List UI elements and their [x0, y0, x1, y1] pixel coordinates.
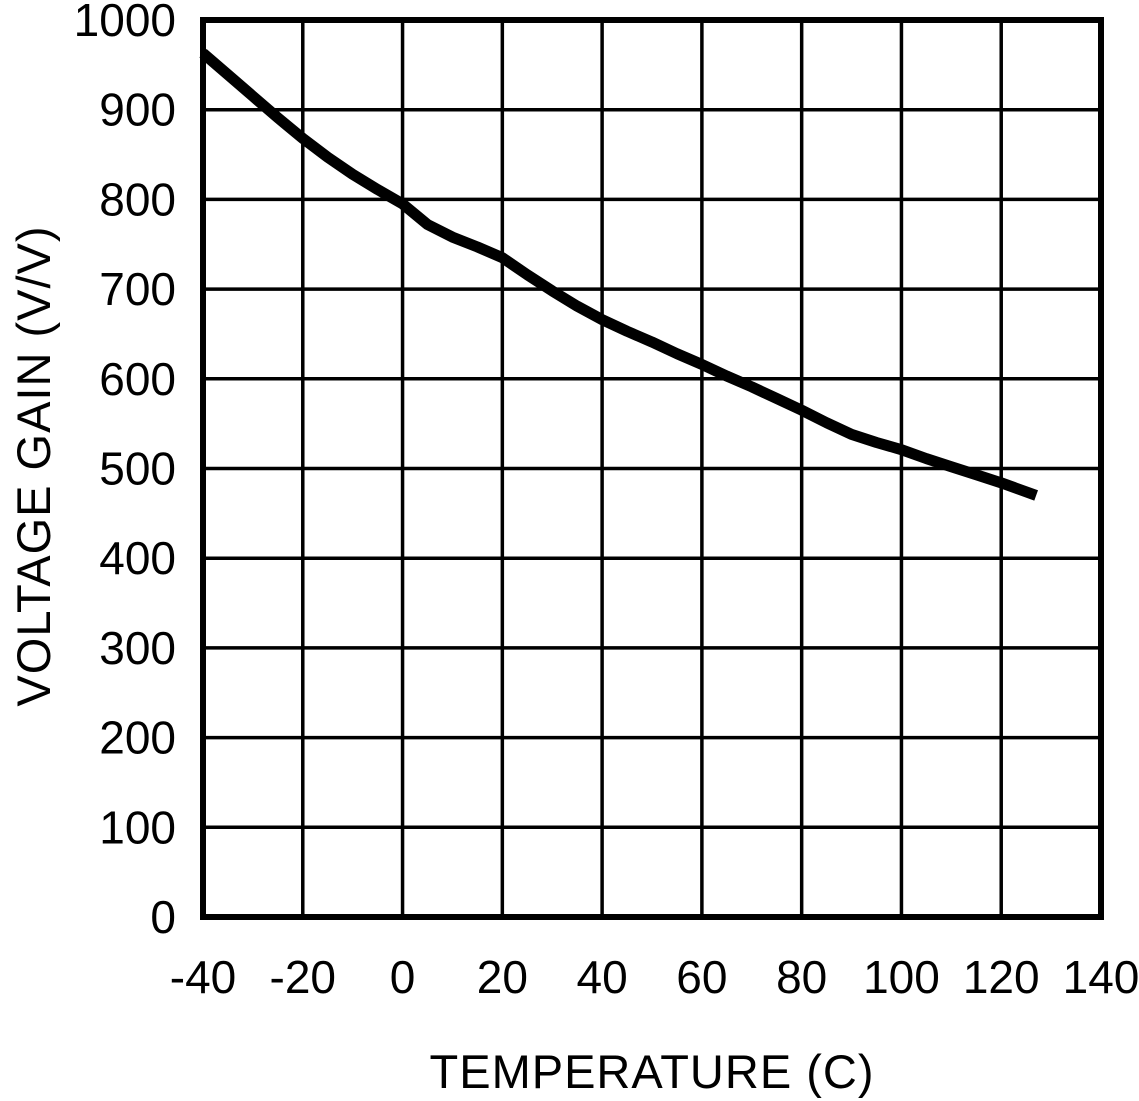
y-tick-label: 600 — [99, 353, 176, 405]
x-axis-title: TEMPERATURE (C) — [430, 1045, 875, 1098]
y-tick-label: 0 — [150, 891, 176, 943]
plot-border — [200, 17, 1104, 920]
y-tick-label: 1000 — [74, 0, 176, 46]
plot-border-rect — [200, 17, 1104, 920]
y-tick-label: 500 — [99, 443, 176, 495]
x-tick-label: 40 — [577, 951, 628, 1003]
x-tick-label: 80 — [776, 951, 827, 1003]
y-tick-label: 100 — [99, 801, 176, 853]
x-tick-label: -40 — [170, 951, 236, 1003]
tick-labels-layer: -40 -20 0 20 40 60 80 100 120 140 0 100 200 300 400 500… — [74, 0, 1139, 1003]
y-axis-title: VOLTAGE GAIN (V/V) — [7, 225, 60, 706]
x-tick-label: 20 — [477, 951, 528, 1003]
x-tick-label: 0 — [390, 951, 416, 1003]
x-tick-label: -20 — [270, 951, 336, 1003]
y-tick-label: 700 — [99, 263, 176, 315]
y-tick-label: 800 — [99, 173, 176, 225]
data-line — [199, 49, 1039, 501]
y-tick-label: 900 — [99, 84, 176, 136]
data-series-layer — [199, 49, 1039, 501]
x-tick-label: 140 — [1063, 951, 1139, 1003]
x-tick-label: 100 — [863, 951, 940, 1003]
y-tick-label: 300 — [99, 622, 176, 674]
y-tick-label: 400 — [99, 532, 176, 584]
x-tick-label: 120 — [963, 951, 1040, 1003]
x-tick-label: 60 — [676, 951, 727, 1003]
y-tick-label: 200 — [99, 712, 176, 764]
